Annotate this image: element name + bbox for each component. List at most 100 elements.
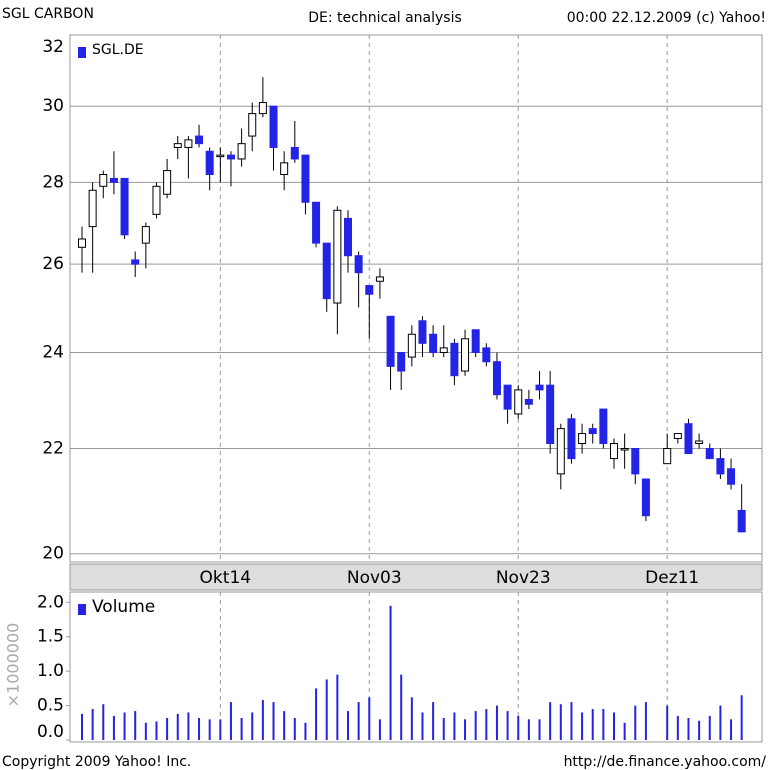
- candle-body: [535, 384, 544, 391]
- candle-body: [620, 448, 629, 451]
- volume-bar: [442, 717, 445, 740]
- y-tick-label: 1.0: [37, 661, 64, 681]
- y-tick-label: 30: [42, 96, 64, 116]
- legend-label: Volume: [92, 597, 155, 617]
- volume-bar: [730, 719, 733, 740]
- candle-body: [705, 448, 714, 460]
- y-tick-label: 28: [42, 172, 64, 192]
- x-tick-label: Nov03: [347, 568, 402, 588]
- volume-bar: [272, 702, 275, 740]
- legend-swatch: [78, 604, 86, 615]
- volume-bar: [251, 712, 254, 740]
- y-tick-label: 1.5: [37, 627, 64, 647]
- candle-body: [280, 162, 289, 176]
- legend-label: SGL.DE: [92, 42, 144, 58]
- candle-body: [482, 347, 491, 363]
- candle-body: [429, 333, 438, 353]
- candle-body: [695, 440, 704, 445]
- candle-body: [99, 174, 108, 187]
- candle-body: [641, 478, 650, 517]
- volume-bar: [559, 704, 562, 740]
- volume-bar: [410, 697, 413, 740]
- volume-bar: [304, 722, 307, 740]
- legend-swatch: [78, 47, 86, 58]
- footer-right: http://de.finance.yahoo.com/: [564, 754, 767, 770]
- footer-left: Copyright 2009 Yahoo! Inc.: [2, 754, 191, 770]
- candle-body: [301, 154, 310, 203]
- candle-body: [312, 201, 321, 244]
- volume-bar: [198, 717, 201, 740]
- x-tick-label: Dez11: [645, 568, 699, 588]
- candle-body: [195, 135, 204, 145]
- volume-bar: [474, 711, 477, 740]
- candle-body: [737, 509, 746, 533]
- y-tick-label: 2.0: [37, 592, 64, 612]
- volume-bar: [81, 713, 83, 740]
- volume-bar: [166, 717, 169, 740]
- candle-body: [344, 217, 352, 257]
- header-right: 00:00 22.12.2009 (c) Yahoo!: [567, 10, 766, 26]
- candle-body: [226, 154, 235, 160]
- volume-bar: [464, 719, 467, 740]
- volume-axis-label: ×1000000: [4, 623, 23, 708]
- volume-bar: [581, 712, 584, 740]
- volume-bar: [389, 605, 392, 740]
- volume-bar: [240, 717, 243, 740]
- volume-bar: [666, 705, 669, 740]
- candle-body: [556, 428, 565, 475]
- x-tick-label: Nov23: [496, 568, 551, 588]
- candle-body: [216, 154, 225, 158]
- candle-body: [248, 113, 257, 137]
- y-tick-label: 26: [42, 254, 64, 274]
- volume-bar: [517, 715, 520, 740]
- volume-bar: [325, 679, 328, 740]
- volume-bar: [229, 702, 232, 740]
- candle-body: [514, 389, 523, 415]
- volume-bar: [644, 702, 647, 740]
- volume-bar: [527, 719, 530, 740]
- candle-body: [663, 448, 672, 465]
- y-tick-label: 24: [42, 342, 64, 362]
- volume-bar: [634, 705, 637, 740]
- candle-body: [492, 361, 501, 396]
- volume-bar: [613, 712, 615, 740]
- candle-body: [599, 408, 608, 445]
- volume-bar: [485, 709, 488, 740]
- candle-body: [503, 384, 512, 410]
- candle-body: [578, 433, 587, 445]
- volume-bar: [432, 702, 435, 740]
- volume-bar: [155, 721, 158, 740]
- candle-body: [471, 329, 480, 353]
- volume-bar: [102, 704, 105, 740]
- candle-body: [269, 105, 278, 148]
- candle-body: [588, 428, 597, 435]
- volume-bar: [123, 712, 126, 740]
- candle-body: [631, 448, 640, 475]
- candle-body: [407, 333, 416, 358]
- y-tick-label: 0.5: [37, 696, 64, 716]
- candle-body: [152, 185, 161, 215]
- volume-bar: [91, 709, 94, 740]
- candle-body: [120, 177, 129, 236]
- candle-body: [546, 384, 555, 445]
- volume-bar: [219, 719, 222, 740]
- candle-body: [141, 226, 150, 244]
- volume-bar: [570, 702, 573, 740]
- volume-bar: [176, 713, 179, 740]
- candle-body: [365, 285, 374, 295]
- volume-bar: [144, 722, 147, 740]
- volume-bar: [623, 722, 626, 740]
- x-tick-label: Okt14: [200, 568, 252, 588]
- volume-bar: [208, 719, 211, 740]
- candle-body: [450, 342, 459, 377]
- volume-bar: [134, 711, 137, 740]
- volume-bar: [602, 709, 605, 740]
- volume-bar: [347, 711, 349, 740]
- candle-body: [673, 433, 682, 440]
- candle-body: [184, 139, 193, 148]
- volume-bar: [357, 702, 360, 740]
- volume-bar: [315, 688, 318, 740]
- candle-body: [88, 189, 97, 228]
- volume-bar: [740, 695, 743, 740]
